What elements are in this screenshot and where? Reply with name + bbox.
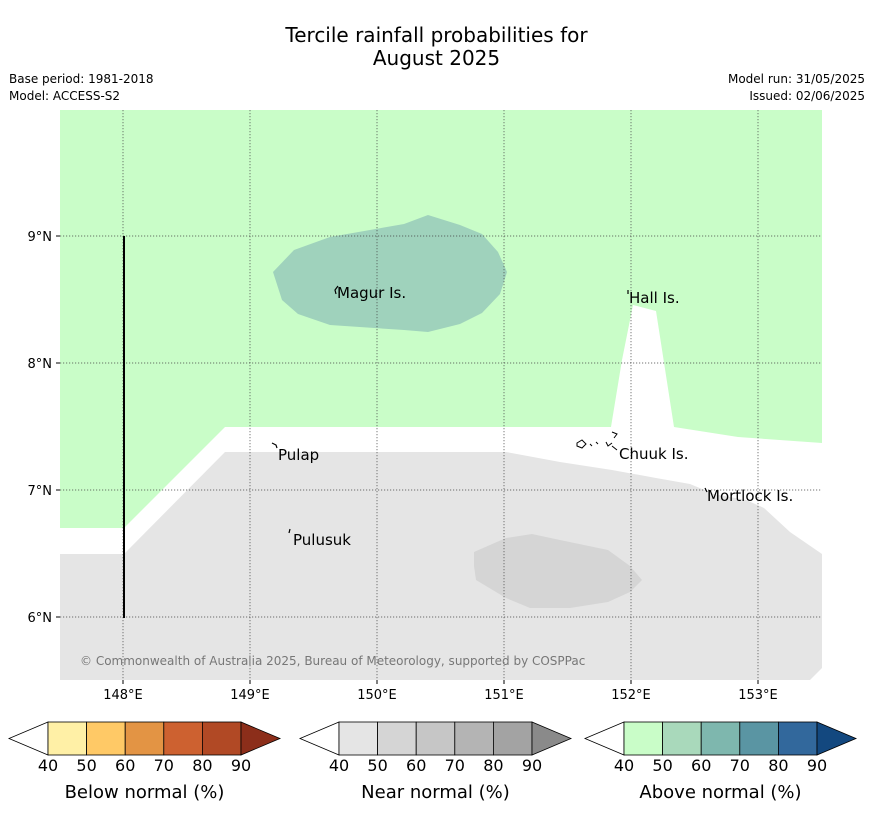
colorbar-tick-label: 90 bbox=[522, 756, 542, 775]
colorbar-tick-label: 70 bbox=[730, 756, 750, 775]
island-pulusuk bbox=[288, 528, 291, 534]
colorbar-tick-label: 60 bbox=[115, 756, 135, 775]
lat-ticks: 9°N 8°N 7°N 6°N bbox=[28, 230, 60, 626]
colorbar-segment bbox=[492, 721, 533, 756]
colorbar-left-arrow bbox=[583, 721, 625, 756]
colorbar-tick-label: 80 bbox=[192, 756, 212, 775]
place-label-chuuk: Chuuk Is. bbox=[619, 445, 688, 463]
colorbar-tick-label: 90 bbox=[807, 756, 827, 775]
colorbar-tick-label: 40 bbox=[614, 756, 634, 775]
colorbar-title: Above normal (%) bbox=[639, 782, 801, 803]
meta-left: Base period: 1981-2018 Model: ACCESS-S2 bbox=[9, 71, 154, 105]
colorbar-segment bbox=[201, 721, 242, 756]
lon-tick-label: 150°E bbox=[357, 688, 397, 703]
place-label-mortlock: Mortlock Is. bbox=[707, 487, 793, 505]
colorbar-left-arrow bbox=[298, 721, 340, 756]
colorbar-near: 40 50 60 70 80 90 Near normal (%) bbox=[298, 721, 573, 803]
colorbar-tick-label: 60 bbox=[691, 756, 711, 775]
colorbar-segment bbox=[377, 721, 417, 756]
colorbar-segment bbox=[124, 721, 165, 756]
place-label-magur: Magur Is. bbox=[337, 284, 406, 302]
colorbar-tick-label: 60 bbox=[406, 756, 426, 775]
island-pulap bbox=[271, 442, 278, 449]
base-period: Base period: 1981-2018 bbox=[9, 72, 154, 86]
region-near-40-50 bbox=[60, 452, 822, 680]
island-outlines bbox=[271, 285, 708, 534]
model-run: Model run: 31/05/2025 bbox=[727, 72, 865, 86]
issued-date: Issued: 02/06/2025 bbox=[749, 89, 865, 103]
place-label-hall: Hall Is. bbox=[629, 289, 680, 307]
colorbar-tick-label: 80 bbox=[483, 756, 503, 775]
colorbar-title: Near normal (%) bbox=[361, 782, 510, 803]
colorbar-segment bbox=[454, 721, 494, 756]
model-name: Model: ACCESS-S2 bbox=[9, 89, 121, 103]
colorbar-segment bbox=[662, 721, 702, 756]
colorbar-tick-label: 40 bbox=[38, 756, 58, 775]
colorbar-tick-label: 70 bbox=[154, 756, 174, 775]
colorbar-tick-label: 50 bbox=[367, 756, 387, 775]
colorbars: 40 50 60 70 80 90 Below normal (%) 40 50 60 70 80 90… bbox=[7, 721, 858, 803]
colorbar-segment bbox=[623, 721, 663, 756]
colorbar-left-arrow bbox=[7, 721, 49, 756]
meta-right: Model run: 31/05/2025 Issued: 02/06/2025 bbox=[728, 71, 865, 105]
copyright-notice: © Commonwealth of Australia 2025, Bureau… bbox=[80, 654, 585, 668]
map-title-line1: Tercile rainfall probabilities for bbox=[285, 23, 588, 47]
region-above-50-60 bbox=[273, 215, 507, 332]
colorbar-title: Below normal (%) bbox=[65, 782, 225, 803]
island-chuuk bbox=[576, 431, 618, 451]
lat-tick-label: 9°N bbox=[28, 230, 53, 245]
colorbar-segment bbox=[86, 721, 126, 756]
colorbar-right-arrow bbox=[531, 721, 573, 756]
lon-tick-label: 153°E bbox=[738, 688, 778, 703]
colorbar-tick-label: 50 bbox=[76, 756, 96, 775]
colorbar-tick-label: 40 bbox=[329, 756, 349, 775]
gridlines bbox=[60, 110, 822, 680]
colorbar-tick-label: 90 bbox=[231, 756, 251, 775]
colorbar-segment bbox=[47, 721, 87, 756]
colorbar-segment bbox=[163, 721, 203, 756]
colorbar-segment bbox=[778, 721, 818, 756]
lon-tick-label: 152°E bbox=[611, 688, 651, 703]
colorbar-segment bbox=[415, 721, 456, 756]
lon-tick-label: 151°E bbox=[484, 688, 524, 703]
colorbar-right-arrow bbox=[240, 721, 282, 756]
lat-tick-label: 8°N bbox=[28, 357, 53, 372]
colorbar-above: 40 50 60 70 80 90 Above normal (%) bbox=[583, 721, 858, 803]
colorbar-segment bbox=[338, 721, 378, 756]
colorbar-right-arrow bbox=[816, 721, 858, 756]
colorbar-segment bbox=[739, 721, 779, 756]
lat-tick-label: 7°N bbox=[28, 484, 53, 499]
island-magur bbox=[334, 285, 339, 295]
map-title-line2: August 2025 bbox=[372, 46, 501, 70]
colorbar-tick-label: 70 bbox=[445, 756, 465, 775]
colorbar-segment bbox=[700, 721, 741, 756]
colorbar-below: 40 50 60 70 80 90 Below normal (%) bbox=[7, 721, 282, 803]
lon-tick-label: 149°E bbox=[230, 688, 270, 703]
island-mortlock bbox=[704, 487, 708, 493]
place-label-pulusuk: Pulusuk bbox=[293, 531, 351, 549]
lat-tick-label: 6°N bbox=[28, 611, 53, 626]
region-near-50-60 bbox=[474, 534, 642, 608]
lon-ticks: 148°E 149°E 150°E 151°E 152°E 153°E bbox=[103, 680, 778, 703]
colorbar-tick-label: 50 bbox=[652, 756, 672, 775]
colorbar-tick-label: 80 bbox=[768, 756, 788, 775]
lon-tick-label: 148°E bbox=[103, 688, 143, 703]
place-label-pulap: Pulap bbox=[278, 446, 319, 464]
